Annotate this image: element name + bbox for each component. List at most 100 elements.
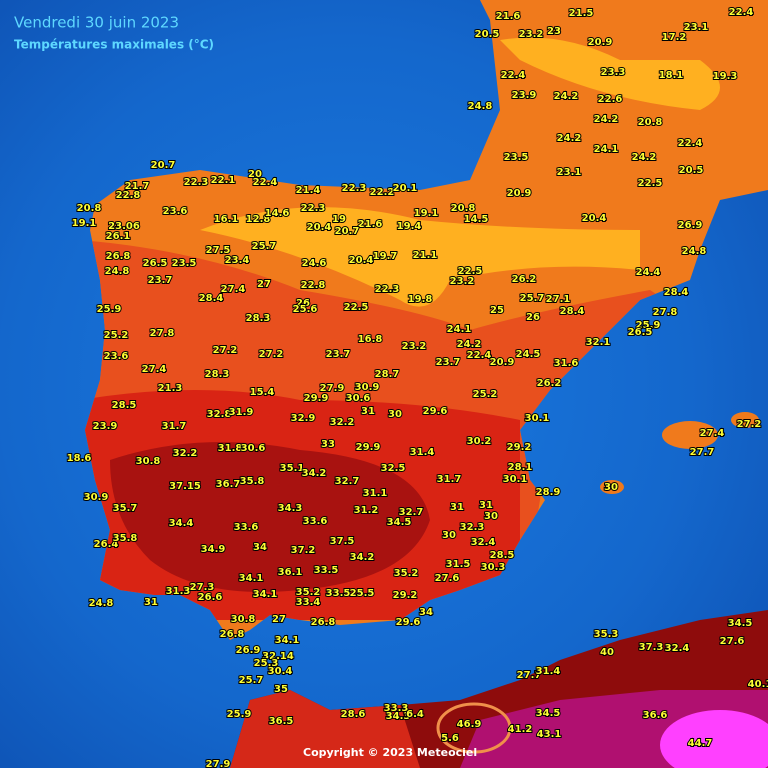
- temperature-label: 28.4: [664, 287, 689, 298]
- island: [731, 412, 759, 428]
- highlight-circle: [436, 702, 512, 754]
- temperature-label: 31.1: [363, 488, 388, 499]
- temperature-label: 32.4: [471, 537, 496, 548]
- temperature-label: 32.8: [207, 409, 232, 420]
- temperature-label: 22.5: [344, 302, 369, 313]
- temperature-label: 33.3: [384, 703, 409, 714]
- temperature-label: 35.8: [113, 533, 138, 544]
- temperature-label: 23.6: [163, 206, 188, 217]
- temperature-label: 30.3: [481, 562, 506, 573]
- temperature-label: 40.1: [748, 679, 768, 690]
- temperature-label: 34.5: [728, 618, 753, 629]
- temperature-label: 23.06: [108, 221, 140, 232]
- temperature-label: 31.6: [554, 358, 579, 369]
- temperature-label: 32.4: [665, 643, 690, 654]
- temperature-label: 33.4: [296, 597, 321, 608]
- temperature-label: 35: [274, 684, 288, 695]
- temperature-label: 27.2: [737, 419, 762, 430]
- temperature-label: 43.1: [537, 729, 562, 740]
- temperature-label: 30.1: [525, 413, 550, 424]
- temperature-label: 20.4: [582, 213, 607, 224]
- temperature-label: 15.4: [250, 387, 275, 398]
- temperature-label: 35.1: [280, 463, 305, 474]
- temperature-label: 24.2: [554, 91, 579, 102]
- temperature-label: 37.2: [291, 545, 316, 556]
- temperature-label: 22.4: [678, 138, 703, 149]
- temperature-label: 28.7: [375, 369, 400, 380]
- temperature-label: 26.2: [512, 274, 537, 285]
- temperature-label: 25: [490, 305, 504, 316]
- temperature-label: 24.4: [636, 267, 661, 278]
- temperature-label: 20.7: [335, 226, 360, 237]
- temperature-label: 31.9: [229, 407, 254, 418]
- temperature-label: 30: [388, 409, 402, 420]
- temperature-label: 24.2: [594, 114, 619, 125]
- temperature-label: 21.7: [125, 181, 150, 192]
- temperature-label: 27.2: [259, 349, 284, 360]
- temperature-label: 20.8: [638, 117, 663, 128]
- temperature-label: 23.3: [601, 67, 626, 78]
- temperature-label: 22.4: [729, 7, 754, 18]
- temperature-label: 35.2: [296, 587, 321, 598]
- temperature-label: 25.9: [636, 320, 661, 331]
- temperature-label: 33.5: [314, 565, 339, 576]
- temperature-label: 21.3: [158, 383, 183, 394]
- temperature-label: 35.2: [394, 568, 419, 579]
- temperature-label: 31: [479, 500, 493, 511]
- temperature-label: 27: [257, 279, 271, 290]
- temperature-label: 23.2: [450, 276, 475, 287]
- temperature-label: 24.8: [468, 101, 493, 112]
- temperature-label: 20.8: [451, 203, 476, 214]
- temperature-label: 31.4: [410, 447, 435, 458]
- temperature-label: 35.8: [240, 476, 265, 487]
- temperature-label: 31: [144, 597, 158, 608]
- temperature-label: 23: [547, 26, 561, 37]
- temperature-label: 34.9: [201, 544, 226, 555]
- temperature-label: 24.8: [682, 246, 707, 257]
- temperature-label: 16.8: [358, 334, 383, 345]
- temperature-label: 28.5: [490, 550, 515, 561]
- island: [662, 421, 718, 449]
- temperature-label: 23.7: [326, 349, 351, 360]
- temperature-label: 28.9: [536, 487, 561, 498]
- temperature-label: 25.2: [104, 330, 129, 341]
- temperature-label: 32.7: [399, 507, 424, 518]
- temperature-label: 46.9: [457, 719, 482, 730]
- temperature-label: 30.1: [503, 474, 528, 485]
- temperature-label: 24.6: [302, 258, 327, 269]
- temperature-label: 30: [484, 511, 498, 522]
- temperature-label: 33: [321, 439, 335, 450]
- temperature-label: 25.9: [97, 304, 122, 315]
- temperature-label: 26: [296, 298, 310, 309]
- temperature-label: 20.9: [507, 188, 532, 199]
- temperature-label: 27.6: [435, 573, 460, 584]
- temperature-label: 30.2: [467, 436, 492, 447]
- temperature-label: 20.9: [490, 357, 515, 368]
- temperature-label: 18.1: [659, 70, 684, 81]
- temperature-label: 30: [442, 530, 456, 541]
- temperature-label: 34.4: [169, 518, 194, 529]
- temperature-label: 27.2: [213, 345, 238, 356]
- temperature-label: 27: [272, 614, 286, 625]
- temperature-label: 14.6: [265, 208, 290, 219]
- temperature-label: 22.3: [342, 183, 367, 194]
- temperature-label: 32.14: [262, 651, 294, 662]
- temperature-label: 23.7: [436, 357, 461, 368]
- temperature-label: 31.7: [162, 421, 187, 432]
- temperature-label: 27.1: [546, 294, 571, 305]
- temperature-label: 32.2: [330, 417, 355, 428]
- temperature-label: 25.6: [293, 304, 318, 315]
- temperature-label: 20.5: [475, 29, 500, 40]
- temperature-label: 22.4: [501, 70, 526, 81]
- temperature-label: 22.3: [184, 177, 209, 188]
- temperature-label: 44.7: [688, 738, 713, 749]
- temperature-label: 19.4: [397, 221, 422, 232]
- temperature-label: 31.4: [536, 666, 561, 677]
- temperature-label: 34.3: [386, 711, 411, 722]
- temperature-label: 26.8: [311, 617, 336, 628]
- temperature-label: 41.2: [508, 724, 533, 735]
- temperature-label: 26.8: [220, 629, 245, 640]
- temperature-label: 22.4: [467, 350, 492, 361]
- temperature-label: 27.5: [206, 245, 231, 256]
